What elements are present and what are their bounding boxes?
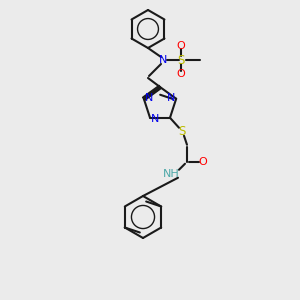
Text: S: S [177, 53, 185, 67]
Text: S: S [178, 125, 186, 138]
Text: O: O [199, 157, 207, 167]
Text: N: N [151, 114, 159, 124]
Text: O: O [177, 41, 185, 51]
Text: N: N [145, 93, 153, 103]
Text: N: N [167, 93, 176, 103]
Text: N: N [159, 55, 167, 65]
Text: NH: NH [163, 169, 179, 179]
Text: O: O [177, 69, 185, 79]
